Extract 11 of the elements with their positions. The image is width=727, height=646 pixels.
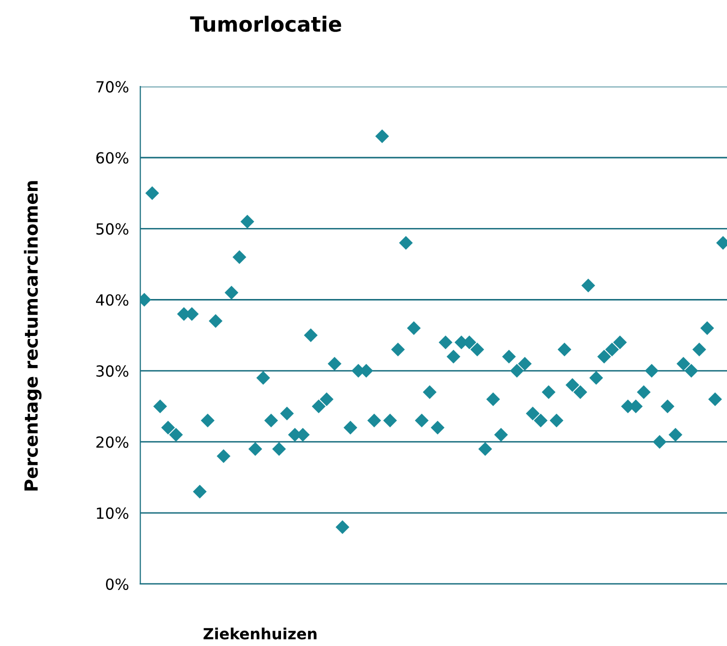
y-tick-label: 10% (96, 507, 128, 519)
y-tick-label: 60% (96, 152, 128, 164)
x-axis-title: Ziekenhuizen (204, 628, 316, 640)
chart-title: Tumorlocatie (190, 16, 342, 32)
y-tick-label: 30% (96, 365, 128, 377)
y-tick-label: 50% (96, 223, 128, 235)
y-tick-label: 70% (96, 81, 128, 93)
y-tick-label: 0% (106, 578, 128, 590)
y-tick-label: 40% (96, 294, 128, 306)
y-axis-title: Percentage rectumcarcinomen (24, 181, 42, 490)
y-tick-label: 20% (96, 436, 128, 448)
